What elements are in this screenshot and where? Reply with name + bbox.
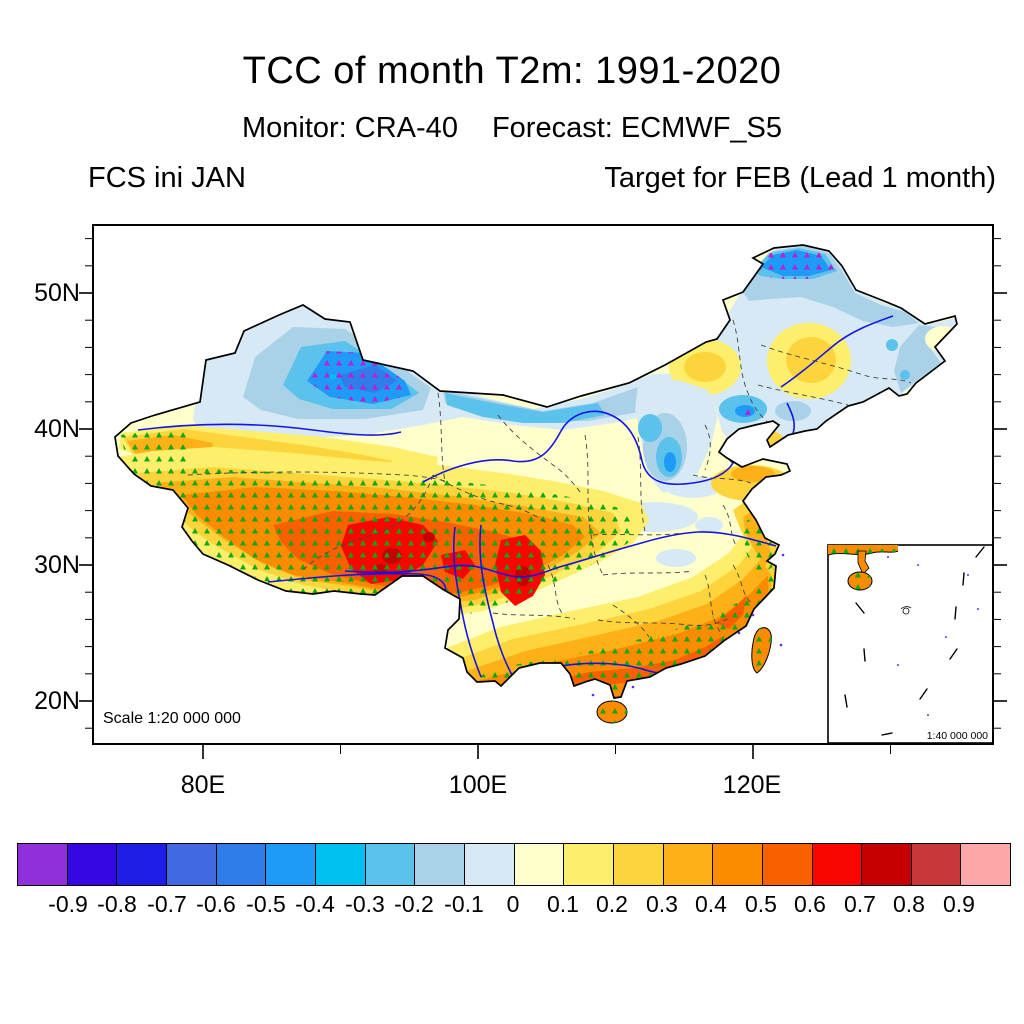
colorbar-label: -0.5 <box>246 891 286 917</box>
colorbar-cell <box>67 844 118 885</box>
china-outline <box>114 244 958 699</box>
init-month-label: FCS ini JAN <box>88 162 246 194</box>
lon-label-120e: 120E <box>722 771 782 799</box>
colorbar-label: -0.7 <box>147 891 187 917</box>
colorbar-cell <box>663 844 714 885</box>
colorbar-cell <box>961 844 1011 885</box>
colorbar-label: -0.2 <box>394 891 434 917</box>
colorbar-label: 0.7 <box>844 891 876 917</box>
colorbar-label: -0.1 <box>444 891 484 917</box>
colorbar-label: -0.8 <box>97 891 137 917</box>
colorbar-cell <box>166 844 217 885</box>
colorbar-cell <box>216 844 267 885</box>
colorbar-label: -0.3 <box>345 891 385 917</box>
colorbar-cell <box>911 844 962 885</box>
colorbar-label: 0.6 <box>794 891 826 917</box>
colorbar-label: 0.5 <box>745 891 777 917</box>
south-china-sea-inset: 1:40 000 000 <box>827 544 994 744</box>
colorbar-cell <box>315 844 366 885</box>
map-scale-text: Scale 1:20 000 000 <box>103 710 241 727</box>
colorbar <box>17 843 1011 886</box>
taiwan-island <box>751 627 772 674</box>
colorbar-cell <box>464 844 515 885</box>
hainan-island <box>596 700 628 724</box>
province-boundaries <box>187 319 912 638</box>
colorbar-cell <box>18 844 68 885</box>
lat-label-20n: 20N <box>34 687 80 715</box>
colorbar-cell <box>514 844 565 885</box>
map-frame <box>92 224 994 745</box>
lat-label-50n: 50N <box>34 279 80 307</box>
colorbar-cell <box>564 844 614 885</box>
monitor-label: Monitor: CRA-40 <box>241 112 458 144</box>
colorbar-label: -0.6 <box>196 891 236 917</box>
colorbar-cell <box>762 844 813 885</box>
panel-label-row: FCS ini JAN Target for FEB (Lead 1 month… <box>0 162 1024 196</box>
inset-islets <box>887 556 979 716</box>
colorbar-cell <box>266 844 316 885</box>
colorbar-cell <box>117 844 167 885</box>
colorbar-label: 0.4 <box>695 891 727 917</box>
colorbar-cell <box>862 844 912 885</box>
forecast-label: Forecast: ECMWF_S5 <box>491 112 783 144</box>
colorbar-cell <box>415 844 465 885</box>
lon-label-80e: 80E <box>180 771 226 799</box>
subtitle-row: Monitor: CRA-40 Forecast: ECMWF_S5 <box>0 112 1024 145</box>
axis-ticks <box>79 238 1007 759</box>
target-month-label: Target for FEB (Lead 1 month) <box>604 162 996 194</box>
colorbar-label: 0.3 <box>646 891 678 917</box>
colorbar-label: -0.4 <box>295 891 335 917</box>
colorbar-cell <box>365 844 416 885</box>
inset-scale-text: 1:40 000 000 <box>927 730 988 742</box>
lon-label-100e: 100E <box>448 771 508 799</box>
colorbar-label: 0 <box>506 891 520 917</box>
colorbar-label: 0.2 <box>596 891 628 917</box>
colorbar-label: 0.8 <box>893 891 925 917</box>
colorbar-cell <box>713 844 763 885</box>
colorbar-label: 0.1 <box>547 891 579 917</box>
china-tcc-map: 1:40 000 000 Scale 1:20 000 000 <box>79 224 1007 759</box>
colorbar-label: 0.9 <box>943 891 975 917</box>
lat-label-30n: 30N <box>34 551 80 579</box>
page-title: TCC of month T2m: 1991-2020 <box>242 50 782 92</box>
colorbar-cell <box>613 844 664 885</box>
nine-dash-line <box>844 546 985 736</box>
lat-label-40n: 40N <box>34 415 80 443</box>
coastal-islets <box>591 553 785 697</box>
colorbar-label: -0.9 <box>48 891 88 917</box>
colorbar-cell <box>812 844 863 885</box>
